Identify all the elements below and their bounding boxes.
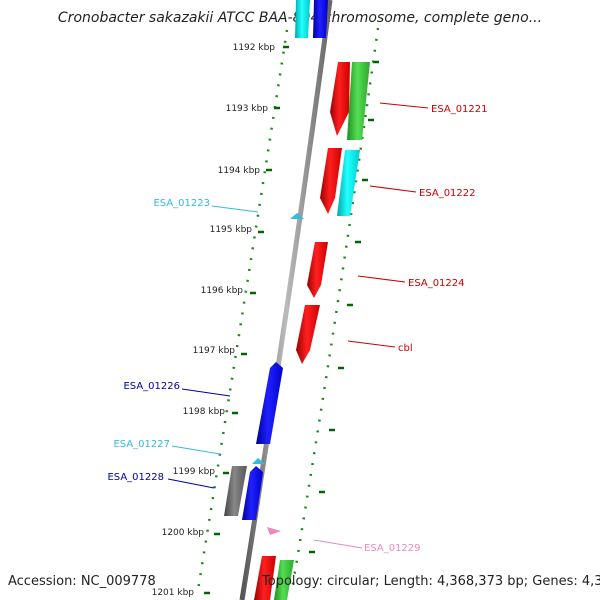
scale-label: 1192 kbp bbox=[233, 43, 276, 53]
scale-label: 1194 kbp bbox=[218, 166, 261, 176]
scale-labels: 1192 kbp 1193 kbp 1194 kbp 1195 kbp 1196… bbox=[152, 43, 276, 598]
gene-label-esa01224: ESA_01224 bbox=[408, 278, 465, 289]
feature-top-cyan[interactable] bbox=[295, 0, 310, 38]
feature-bottom-green[interactable] bbox=[274, 560, 294, 600]
gene-label-esa01226: ESA_01226 bbox=[123, 381, 180, 392]
scale-ticks bbox=[204, 45, 289, 595]
gene-label-esa01221: ESA_01221 bbox=[431, 104, 488, 115]
gene-labels: ESA_01221 ESA_01222 ESA_01223 ESA_01224 … bbox=[107, 104, 487, 554]
feature-esa01229[interactable] bbox=[267, 527, 281, 535]
gene-label-esa01229: ESA_01229 bbox=[364, 543, 421, 554]
gene-label-esa01228: ESA_01228 bbox=[107, 472, 164, 483]
scale-label: 1201 kbp bbox=[152, 588, 195, 598]
scale-label: 1197 kbp bbox=[193, 346, 236, 356]
scale-label: 1198 kbp bbox=[183, 407, 226, 417]
scale-label: 1195 kbp bbox=[210, 225, 253, 235]
right-ticks bbox=[309, 60, 379, 554]
feature-esa01221-red[interactable] bbox=[330, 62, 350, 136]
gene-label-cbl: cbl bbox=[398, 343, 413, 354]
feature-esa01223[interactable] bbox=[290, 213, 304, 219]
scale-label: 1200 kbp bbox=[162, 528, 205, 538]
gene-label-esa01222: ESA_01222 bbox=[419, 188, 476, 199]
feature-pseudo-gray[interactable] bbox=[224, 466, 247, 516]
feature-esa01227[interactable] bbox=[252, 458, 265, 464]
feature-esa01222-red[interactable] bbox=[320, 148, 342, 214]
feature-esa01224[interactable] bbox=[307, 242, 328, 298]
outer-track-left bbox=[196, 29, 289, 591]
feature-esa01221-green[interactable] bbox=[347, 62, 370, 140]
label-leaders bbox=[167, 102, 429, 549]
gene-label-esa01227: ESA_01227 bbox=[113, 439, 170, 450]
feature-bottom-red[interactable] bbox=[254, 556, 276, 600]
scale-label: 1193 kbp bbox=[226, 104, 269, 114]
feature-esa01222-cyan[interactable] bbox=[337, 150, 360, 216]
scale-label: 1196 kbp bbox=[201, 286, 244, 296]
scale-label: 1199 kbp bbox=[173, 467, 216, 477]
feature-cbl[interactable] bbox=[296, 305, 320, 364]
gene-label-esa01223: ESA_01223 bbox=[153, 198, 210, 209]
topology-text: Topology: circular; Length: 4,368,373 bp… bbox=[262, 574, 600, 589]
accession-text: Accession: NC_009778 bbox=[8, 574, 156, 589]
feature-top-blue[interactable] bbox=[313, 0, 328, 38]
feature-esa01228[interactable] bbox=[242, 466, 263, 520]
feature-esa01226[interactable] bbox=[256, 362, 283, 444]
